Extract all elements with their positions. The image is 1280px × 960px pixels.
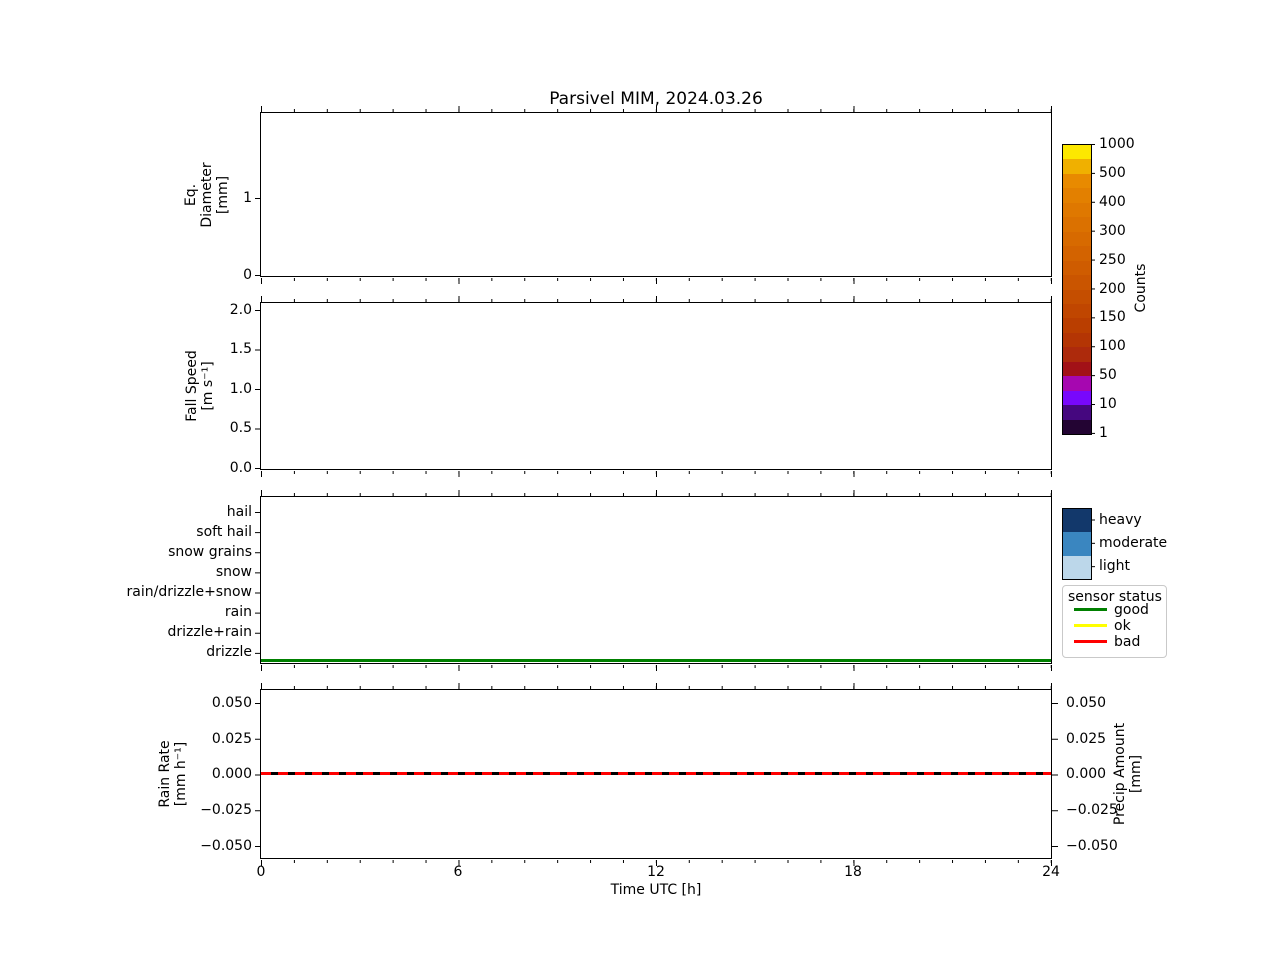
category-label-soft-hail: soft hail — [196, 524, 252, 540]
cbar-tick-label: 1 — [1099, 425, 1108, 441]
ytick-p1-1 — [255, 198, 261, 199]
ytick-label: −0.050 — [200, 838, 252, 854]
xticks-p1-top — [261, 106, 1052, 112]
legend-swatch-good — [1074, 608, 1107, 611]
xticks-p1-bottom — [261, 278, 1052, 284]
ytick-label: 0.025 — [211, 731, 252, 747]
yticks-p4-right — [1052, 690, 1058, 858]
ytick-label: 2.0 — [229, 302, 252, 318]
xtick-label: 6 — [453, 864, 463, 880]
xtick-label: 18 — [844, 864, 862, 880]
cbar-tick-label: 500 — [1099, 165, 1126, 181]
ytick-label: 0.000 — [211, 766, 252, 782]
cbar-tick-label: 1000 — [1099, 136, 1135, 152]
ytick-label: 1 — [243, 190, 252, 206]
xtick-label: 12 — [647, 864, 665, 880]
cbar-tick-label: 100 — [1099, 338, 1126, 354]
ytick-label: −0.025 — [1066, 802, 1118, 818]
category-label-rain-drizzle-snow: rain/drizzle+snow — [126, 584, 252, 600]
zero-line — [261, 772, 1051, 775]
cbar-tick-label: 150 — [1099, 309, 1126, 325]
ytick-label: 0.5 — [229, 420, 252, 436]
panel-eq-diameter — [260, 112, 1052, 277]
category-label-hail: hail — [226, 504, 252, 520]
ytick-label: 0.0 — [229, 460, 252, 476]
intensity-colorbar-ticks — [1091, 508, 1095, 578]
xtick-label: 24 — [1042, 864, 1060, 880]
xticks-p3-top — [261, 490, 1052, 496]
cbar-tick-label: 400 — [1099, 194, 1126, 210]
yticks-p2 — [255, 303, 261, 470]
category-label-drizzle: drizzle — [206, 644, 252, 660]
sensor-status-line — [261, 659, 1051, 662]
ytick-label: −0.025 — [200, 802, 252, 818]
panel-precip-type — [260, 496, 1052, 664]
category-label-rain: rain — [224, 604, 252, 620]
intensity-label-light: light — [1099, 558, 1131, 574]
counts-colorbar — [1062, 144, 1092, 435]
xtick-label: 0 — [256, 864, 266, 880]
xticks-p2-top — [261, 296, 1052, 302]
legend-swatch-bad — [1074, 640, 1107, 643]
xticks-p4-bottom — [261, 860, 1052, 866]
xticks-p4-top — [261, 683, 1052, 689]
intensity-label-moderate: moderate — [1099, 535, 1168, 551]
ytick-label: 0.050 — [211, 695, 252, 711]
legend-label-ok: ok — [1114, 618, 1131, 634]
legend-title: sensor status — [1068, 589, 1162, 605]
cbar-tick-label: 10 — [1099, 396, 1117, 412]
xticks-p2-bottom — [261, 471, 1052, 477]
cbar-tick-label: 50 — [1099, 367, 1117, 383]
counts-colorbar-label: Counts — [1133, 263, 1149, 313]
ytick-label: −0.050 — [1066, 838, 1118, 854]
cbar-tick-label: 300 — [1099, 223, 1126, 239]
ytick-label: 1.5 — [229, 341, 252, 357]
ytick-label: 0 — [243, 267, 252, 283]
ytick-label: 0.025 — [1066, 731, 1107, 747]
category-label-drizzle-rain: drizzle+rain — [167, 624, 252, 640]
ytick-p1-0 — [255, 275, 261, 276]
yticks-p3 — [255, 497, 261, 663]
ytick-label: 1.0 — [229, 381, 252, 397]
yticks-p4-left — [255, 690, 261, 858]
panel-fall-speed — [260, 302, 1052, 470]
category-label-snow-grains: snow grains — [168, 544, 252, 560]
xaxis-label: Time UTC [h] — [610, 882, 702, 898]
ytick-label: 0.000 — [1066, 766, 1107, 782]
legend-label-good: good — [1114, 602, 1149, 618]
chart-title: Parsivel MIM, 2024.03.26 — [549, 89, 763, 109]
category-label-snow: snow — [215, 564, 252, 580]
legend-swatch-ok — [1074, 624, 1107, 627]
sensor-status-legend — [1062, 585, 1167, 658]
xticks-p3-bottom — [261, 665, 1052, 671]
intensity-label-heavy: heavy — [1099, 512, 1142, 528]
cbar-tick-label: 200 — [1099, 281, 1126, 297]
counts-colorbar-ticks — [1091, 144, 1095, 434]
ylabel-rain-rate: Rain Rate [mm h⁻¹] — [157, 740, 189, 808]
cbar-tick-label: 250 — [1099, 252, 1126, 268]
intensity-colorbar — [1062, 508, 1092, 580]
ytick-label: 0.050 — [1066, 695, 1107, 711]
legend-label-bad: bad — [1114, 634, 1141, 650]
